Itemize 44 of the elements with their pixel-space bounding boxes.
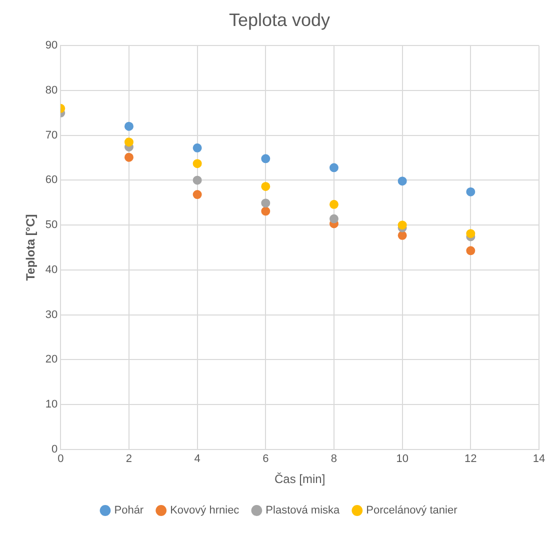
point (466, 229, 476, 238)
point (466, 246, 476, 256)
legend-label: Plastová miska (266, 504, 341, 517)
y-tick-label: 90 (45, 40, 58, 52)
point (329, 214, 338, 224)
y-tick-label: 50 (45, 219, 58, 232)
x-tick-label: 8 (330, 453, 338, 466)
point (466, 187, 476, 196)
y-tick-label: 60 (45, 174, 58, 186)
legend-label: Pohár (114, 504, 144, 517)
y-tick-label: 30 (45, 308, 58, 321)
point (192, 190, 202, 200)
y-tick-label: 20 (45, 354, 58, 366)
point (192, 143, 202, 152)
x-tick-label: 4 (194, 453, 200, 466)
y-tick-label: 0 (52, 443, 58, 456)
point (124, 138, 134, 147)
y-axis-title: Teplota [°C] (24, 214, 38, 281)
point (261, 198, 270, 208)
point (124, 152, 134, 162)
point (329, 163, 338, 172)
x-tick-label: 10 (396, 453, 408, 466)
x-axis-title: Čas [min] (274, 472, 326, 486)
legend-label: Porcelánový tanier (366, 504, 458, 517)
x-tick-label: 6 (262, 453, 269, 466)
point (398, 230, 407, 240)
point (192, 176, 202, 185)
x-tick-label: 12 (464, 453, 477, 466)
point (192, 159, 202, 168)
y-tick-label: 40 (45, 264, 58, 276)
chart-title: Teplota vody (228, 10, 330, 30)
y-tick-label: 10 (45, 398, 58, 411)
point (329, 200, 338, 209)
point (398, 176, 407, 186)
x-tick-label: 2 (126, 453, 132, 466)
point (261, 154, 270, 164)
y-tick-label: 80 (45, 84, 58, 96)
point (398, 220, 407, 230)
legend-label: Kovový hrniec (170, 504, 240, 517)
point (124, 122, 134, 131)
x-tick-label: 14 (532, 453, 546, 466)
y-tick-label: 70 (45, 129, 58, 142)
point (261, 206, 270, 216)
point (261, 182, 270, 191)
